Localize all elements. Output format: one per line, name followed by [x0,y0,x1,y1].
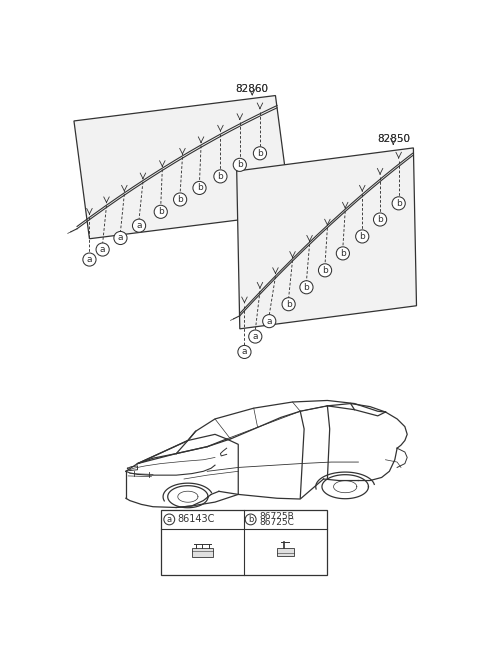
Circle shape [238,345,251,358]
Circle shape [392,196,405,210]
Text: b: b [396,199,402,208]
Circle shape [300,281,313,294]
Text: b: b [158,208,164,216]
Text: a: a [87,255,92,264]
Circle shape [132,219,145,233]
Text: a: a [136,221,142,230]
Circle shape [164,514,175,525]
Text: b: b [360,232,365,241]
Circle shape [245,514,256,525]
Circle shape [249,330,262,343]
Circle shape [193,181,206,195]
Text: 82850: 82850 [377,134,410,143]
Text: a: a [266,316,272,326]
Circle shape [318,264,332,277]
Circle shape [114,231,127,244]
Bar [192,548,213,557]
Text: b: b [377,215,383,224]
Text: b: b [286,300,291,309]
Text: a: a [118,233,123,242]
Circle shape [154,205,168,218]
Circle shape [233,159,246,172]
Text: b: b [217,172,223,181]
Text: b: b [322,266,328,275]
Circle shape [356,230,369,243]
Text: 82850: 82850 [377,134,410,143]
Text: 86143C: 86143C [178,514,215,525]
Circle shape [96,243,109,256]
Circle shape [214,170,227,183]
Circle shape [263,314,276,328]
Circle shape [253,147,266,160]
Text: b: b [237,160,243,170]
Text: a: a [252,332,258,341]
Circle shape [373,213,387,226]
Text: b: b [340,249,346,258]
Text: 82860: 82860 [236,84,269,94]
Text: a: a [167,515,172,524]
Circle shape [83,253,96,266]
Circle shape [336,247,349,260]
Bar [277,548,294,556]
Text: b: b [197,183,203,193]
Bar [161,510,327,575]
Text: b: b [248,515,253,524]
Text: 82860: 82860 [236,84,269,94]
Polygon shape [237,148,417,329]
Circle shape [174,193,187,206]
Polygon shape [74,96,291,239]
Text: 86725C: 86725C [259,518,294,527]
Text: b: b [177,195,183,204]
Text: a: a [242,347,247,356]
Text: a: a [100,245,106,254]
Text: b: b [257,149,263,158]
Text: b: b [303,283,309,291]
Text: 86725B: 86725B [259,512,294,521]
Circle shape [282,297,295,310]
